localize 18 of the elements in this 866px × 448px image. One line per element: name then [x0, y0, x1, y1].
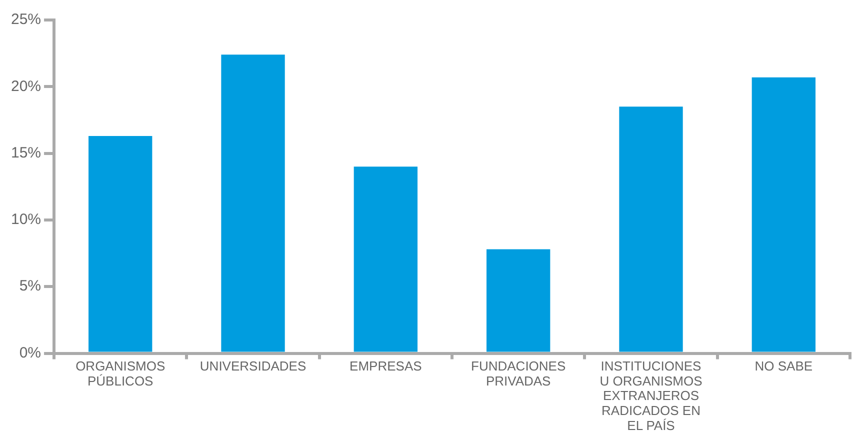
bar: [354, 166, 418, 352]
bar: [486, 249, 550, 352]
bar: [221, 54, 285, 352]
y-tick-label: 0%: [19, 344, 42, 362]
x-tick-label: FUNDACIONES PRIVADAS: [471, 358, 566, 388]
y-tick-label: 10%: [10, 211, 42, 228]
x-tick-label: ORGANISMOS PÚBLICOS: [76, 358, 166, 388]
y-tick-label: 5%: [19, 278, 42, 295]
y-tick-label: 15%: [10, 144, 42, 162]
x-tick-label: NO SABE: [754, 358, 813, 374]
x-tick-label: INSTITUCIONES U ORGANISMOS EXTRANJEROS RADICADOS EN EL PAÍS: [600, 358, 703, 434]
bar: [619, 106, 683, 352]
bar: [88, 136, 152, 352]
y-tick-label: 25%: [10, 11, 42, 28]
bar: [752, 77, 816, 352]
x-tick-label: EMPRESAS: [350, 358, 422, 374]
x-tick-label: UNIVERSIDADES: [200, 358, 306, 374]
y-tick-label: 20%: [10, 78, 42, 95]
